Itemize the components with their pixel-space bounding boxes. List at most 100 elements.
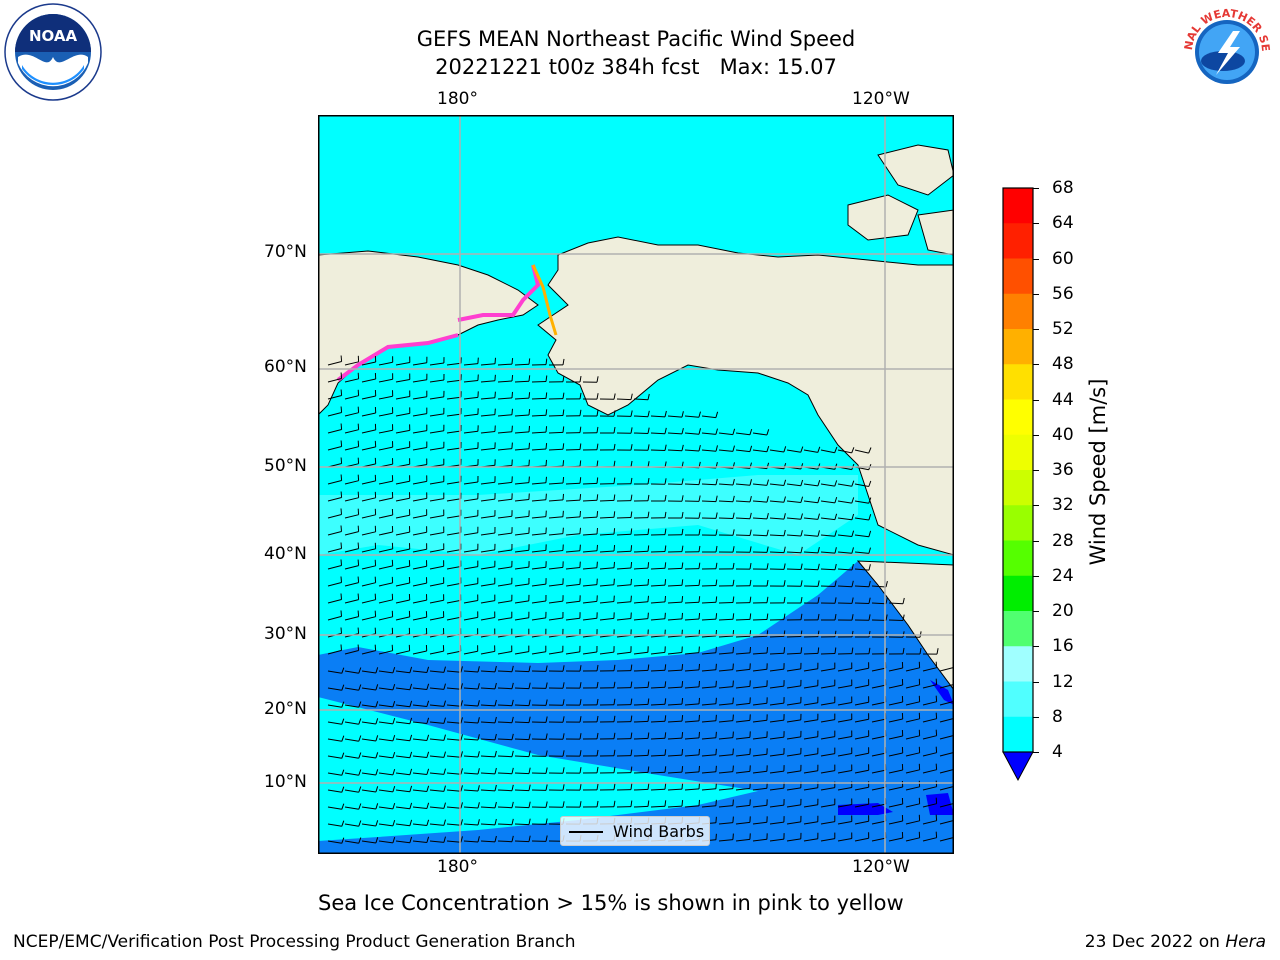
wind-barb xyxy=(531,600,546,604)
wind-barb-flag xyxy=(596,664,599,671)
wind-barb xyxy=(565,651,580,655)
wind-barb-flag xyxy=(358,803,362,810)
wind-barb-flag xyxy=(851,647,854,654)
wind-barb-flag xyxy=(340,576,342,583)
wind-barb-flag xyxy=(834,480,838,487)
wind-barb-flag xyxy=(528,784,531,791)
wind-barb xyxy=(854,500,869,504)
wind-barb-flag xyxy=(596,766,599,773)
wind-barb xyxy=(429,413,444,417)
wind-barb xyxy=(599,499,615,502)
wind-barb xyxy=(871,585,887,588)
wind-barb-flag xyxy=(698,663,700,670)
wind-barb xyxy=(888,701,903,706)
wind-barb xyxy=(786,500,801,503)
sea-ice-edge xyxy=(457,264,541,322)
wind-barb xyxy=(786,668,801,672)
wind-barb-flag xyxy=(443,836,446,843)
wind-barb xyxy=(888,667,903,672)
wind-barb-flag xyxy=(698,579,701,586)
wind-barb-flag xyxy=(766,647,769,654)
wind-barb xyxy=(922,837,937,842)
wind-barb xyxy=(378,789,393,793)
wind-barb-flag xyxy=(426,819,430,826)
wind-barb xyxy=(361,378,376,383)
wind-barb xyxy=(786,821,801,825)
wind-barb xyxy=(803,804,818,808)
wind-barb xyxy=(497,789,513,792)
wind-barb xyxy=(395,379,410,383)
wind-barb xyxy=(480,806,496,809)
wind-barb xyxy=(497,515,512,519)
wind-barb-flag xyxy=(630,595,632,602)
colorbar-cell xyxy=(1003,611,1033,647)
wind-barb xyxy=(480,397,495,400)
wind-barb xyxy=(837,770,852,774)
wind-barb xyxy=(429,616,444,621)
wind-barb xyxy=(922,786,937,791)
wind-barb-flag xyxy=(936,648,939,655)
wind-barb xyxy=(803,838,818,842)
wind-barb xyxy=(514,380,530,383)
wind-barb-flag xyxy=(766,479,769,486)
wind-barb xyxy=(327,446,342,451)
wind-barb xyxy=(361,480,376,485)
wind-barb xyxy=(480,704,496,707)
wind-barb xyxy=(820,668,835,672)
wind-barb xyxy=(837,534,852,537)
wind-barb xyxy=(344,721,359,725)
wind-barb xyxy=(752,483,767,486)
wind-barb-flag xyxy=(766,429,770,436)
wind-barb-flag xyxy=(817,446,821,453)
wind-barb xyxy=(922,667,937,672)
wind-barb xyxy=(701,500,717,503)
wind-barb-flag xyxy=(375,786,379,793)
wind-barb-flag xyxy=(357,593,360,600)
wind-barb-flag xyxy=(562,716,565,723)
wind-barb-flag xyxy=(443,700,446,707)
wind-barb xyxy=(667,686,683,689)
wind-barb xyxy=(820,685,835,689)
wind-barb xyxy=(548,583,563,587)
wind-barb-flag xyxy=(868,497,872,504)
wind-barb xyxy=(480,566,495,570)
land-arctic-island xyxy=(917,209,954,256)
ocean-band-12-16 xyxy=(318,475,858,555)
wind-barb-flag xyxy=(664,495,667,502)
wind-barb xyxy=(701,415,716,419)
wind-barb xyxy=(514,772,530,775)
wind-barb xyxy=(769,736,784,740)
wind-barb xyxy=(854,735,869,740)
wind-barb-flag xyxy=(511,425,513,432)
wind-barb xyxy=(684,788,700,791)
wind-barb xyxy=(446,430,461,434)
wind-barb-flag xyxy=(477,683,480,690)
wind-barb-flag xyxy=(783,613,786,620)
wind-barb xyxy=(480,840,496,843)
wind-barb-flag xyxy=(868,447,872,454)
wind-barb xyxy=(327,361,342,366)
wind-barb xyxy=(463,532,478,536)
wind-barb-flag xyxy=(494,750,497,758)
wind-barb-flag xyxy=(613,681,616,688)
wind-barb-flag xyxy=(511,358,514,365)
wind-barb xyxy=(378,599,393,604)
wind-barb xyxy=(463,721,479,724)
svg-text:NOAA: NOAA xyxy=(29,27,78,45)
wind-barb xyxy=(378,514,393,519)
wind-barb xyxy=(395,396,410,400)
wind-barb xyxy=(616,584,632,587)
wind-barb xyxy=(429,498,444,502)
wind-barb xyxy=(837,753,852,757)
wind-barb xyxy=(667,618,683,621)
wind-barb-flag xyxy=(562,409,565,416)
wind-barb xyxy=(820,821,835,825)
wind-barb-flag xyxy=(494,391,496,398)
wind-barb xyxy=(497,772,513,775)
wind-barb xyxy=(480,721,496,724)
wind-barb-flag xyxy=(749,596,752,603)
wind-barb xyxy=(531,549,546,553)
wind-barb-flag xyxy=(800,580,803,587)
wind-barb-flag xyxy=(477,717,480,724)
wind-barb-flag xyxy=(562,699,565,706)
